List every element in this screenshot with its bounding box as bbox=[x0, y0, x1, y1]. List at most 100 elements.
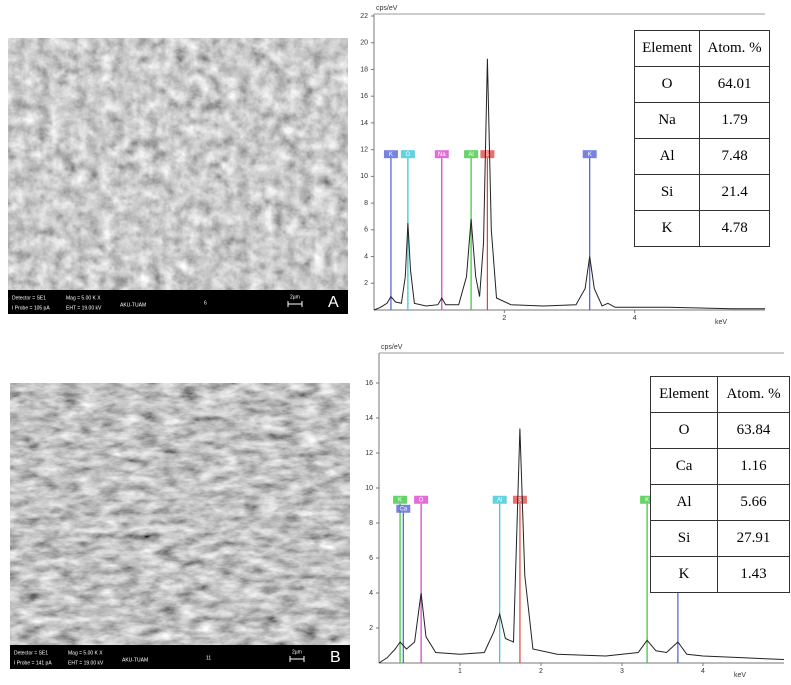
info-text: AKU-TUAM bbox=[122, 657, 148, 663]
table-cell: 4.78 bbox=[699, 210, 770, 247]
element-label: Al bbox=[468, 152, 473, 158]
table-row: Element Atom. % bbox=[633, 30, 770, 67]
info-text: 2µm bbox=[290, 294, 300, 300]
element-tag bbox=[400, 150, 415, 159]
element-label: K bbox=[588, 152, 592, 158]
table-cell: Si bbox=[649, 520, 719, 557]
table-row: Al 7.48 bbox=[633, 138, 770, 175]
table-cell: K bbox=[649, 556, 719, 593]
info-text: Detector = SE1 bbox=[12, 295, 46, 301]
element-tag bbox=[434, 150, 449, 159]
element-label: O bbox=[406, 152, 411, 158]
y-axis-label: cps/eV bbox=[381, 344, 403, 351]
y-axis-label: cps/eV bbox=[376, 5, 398, 12]
x-axis-label: keV bbox=[715, 319, 727, 326]
table-cell: Element bbox=[649, 376, 719, 413]
table-row: K 4.78 bbox=[633, 210, 770, 247]
y-tick-label: 2 bbox=[369, 625, 373, 632]
info-text: I Probe = 141 pA bbox=[14, 660, 52, 666]
spectrum-line bbox=[378, 428, 785, 664]
element-label: K bbox=[389, 152, 393, 158]
y-tick-label: 8 bbox=[364, 200, 368, 207]
table-row: Si 27.91 bbox=[649, 520, 790, 557]
y-tick-label: 20 bbox=[360, 40, 368, 47]
element-tag bbox=[396, 504, 411, 513]
element-label: Na bbox=[438, 152, 446, 158]
y-tick-label: 6 bbox=[369, 555, 373, 562]
element-label: Al bbox=[497, 497, 502, 503]
info-bar bbox=[8, 290, 348, 314]
element-label: Si bbox=[517, 497, 522, 503]
table-cell: 21.4 bbox=[699, 174, 770, 211]
info-text: Mag = 5.00 K X bbox=[68, 650, 103, 656]
y-tick-label: 10 bbox=[365, 485, 373, 492]
table-cell: Ca bbox=[649, 448, 719, 485]
table-row: Al 5.66 bbox=[649, 484, 790, 521]
element-tag bbox=[480, 150, 495, 159]
y-tick-label: 16 bbox=[360, 93, 368, 100]
table-cell: 1.79 bbox=[699, 102, 770, 139]
composition-table: Element Atom. % O 64.01 Na 1.79 Al 7.48 Si 21.4 K 4… bbox=[633, 30, 770, 247]
composition-table: Element Atom. % O 63.84 Ca 1.16 Al 5.66 Si 27.91 K… bbox=[649, 376, 790, 593]
y-tick-label: 4 bbox=[369, 590, 373, 597]
x-tick-label: 3 bbox=[620, 668, 624, 675]
element-label: K bbox=[398, 497, 402, 503]
x-axis-label: keV bbox=[734, 672, 746, 679]
table-cell: Al bbox=[649, 484, 719, 521]
info-bar bbox=[10, 645, 350, 669]
info-text: 6 bbox=[204, 300, 207, 306]
y-tick-label: 12 bbox=[365, 450, 373, 457]
table-cell: Na bbox=[633, 102, 701, 139]
x-tick-label: 2 bbox=[539, 668, 543, 675]
element-label: O bbox=[419, 497, 424, 503]
x-tick-label: 1 bbox=[458, 668, 462, 675]
element-tag bbox=[492, 495, 507, 504]
x-tick-label: 2 bbox=[502, 315, 506, 322]
sem-image bbox=[8, 38, 348, 290]
table-row: Element Atom. % bbox=[649, 376, 790, 413]
scale-bar bbox=[287, 301, 303, 307]
y-tick-label: 8 bbox=[369, 520, 373, 527]
table-row: Si 21.4 bbox=[633, 174, 770, 211]
table-cell: Al bbox=[633, 138, 701, 175]
table-row: Na 1.79 bbox=[633, 102, 770, 139]
info-text: Detector = SE1 bbox=[14, 650, 48, 656]
y-tick-label: 2 bbox=[364, 280, 368, 287]
spectrum-line bbox=[373, 58, 765, 311]
table-cell: 1.16 bbox=[717, 448, 790, 485]
x-tick-label: 4 bbox=[701, 668, 705, 675]
info-text: 2µm bbox=[292, 649, 302, 655]
element-label: Si bbox=[485, 152, 490, 158]
element-label: K bbox=[645, 497, 649, 503]
y-tick-label: 12 bbox=[360, 146, 368, 153]
panel-label: B bbox=[330, 649, 341, 666]
y-tick-label: 18 bbox=[360, 66, 368, 73]
table-cell: O bbox=[649, 412, 719, 449]
scale-bar bbox=[289, 656, 305, 662]
table-cell: 5.66 bbox=[717, 484, 790, 521]
table-row: O 63.84 bbox=[649, 412, 790, 449]
element-tag bbox=[383, 150, 398, 159]
panel-label: A bbox=[328, 294, 339, 311]
info-text: EHT = 19.00 kV bbox=[68, 660, 104, 666]
info-text: Mag = 5.00 K X bbox=[66, 295, 101, 301]
table-row: Ca 1.16 bbox=[649, 448, 790, 485]
y-tick-label: 6 bbox=[364, 227, 368, 234]
element-tag bbox=[393, 495, 408, 504]
y-tick-label: 14 bbox=[360, 120, 368, 127]
table-cell: Si bbox=[633, 174, 701, 211]
y-tick-label: 22 bbox=[360, 13, 368, 20]
element-label: Ca bbox=[399, 506, 407, 512]
info-text: AKU-TUAM bbox=[120, 302, 146, 308]
element-tag bbox=[512, 495, 527, 504]
table-cell: 64.01 bbox=[699, 66, 770, 103]
table-cell: 63.84 bbox=[717, 412, 790, 449]
table-cell: K bbox=[633, 210, 701, 247]
table-cell: Element bbox=[633, 30, 701, 67]
element-tag bbox=[582, 150, 597, 159]
x-tick-label: 4 bbox=[633, 315, 637, 322]
table-cell: O bbox=[633, 66, 701, 103]
element-tag bbox=[464, 150, 479, 159]
